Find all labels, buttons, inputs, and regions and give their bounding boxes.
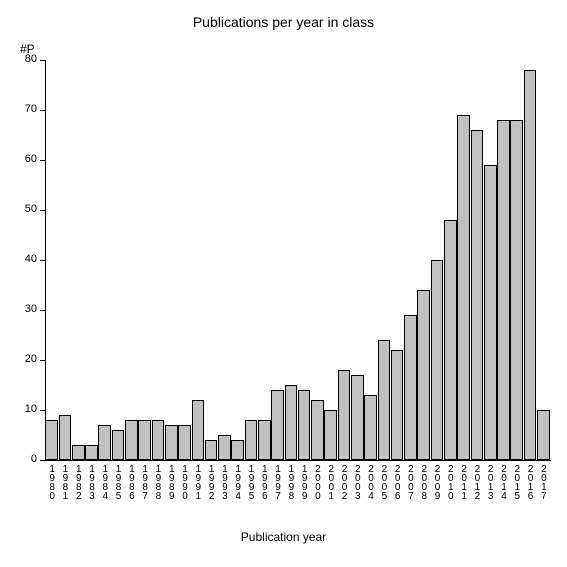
ytick-label: 80 xyxy=(17,53,37,65)
xtick-label: 1995 xyxy=(246,464,256,500)
xtick-label: 2012 xyxy=(472,464,482,500)
bar xyxy=(364,395,377,460)
ytick-label: 60 xyxy=(17,153,37,165)
bar xyxy=(351,375,364,460)
xtick-label: 1989 xyxy=(166,464,176,500)
bar xyxy=(165,425,178,460)
xtick-label: 2013 xyxy=(485,464,495,500)
bar xyxy=(231,440,244,460)
xtick-label: 1987 xyxy=(140,464,150,500)
bar xyxy=(484,165,497,460)
xtick-label: 2014 xyxy=(498,464,508,500)
ytick-mark xyxy=(40,410,45,411)
xtick-label: 2010 xyxy=(445,464,455,500)
chart-container: Publications per year in class #P Public… xyxy=(0,0,567,567)
bar xyxy=(524,70,537,460)
bar xyxy=(417,290,430,460)
xtick-label: 1997 xyxy=(273,464,283,500)
xtick-label: 1993 xyxy=(219,464,229,500)
bar xyxy=(112,430,125,460)
xtick-label: 2004 xyxy=(366,464,376,500)
ytick-label: 40 xyxy=(17,253,37,265)
bar xyxy=(138,420,151,460)
ytick-label: 0 xyxy=(17,453,37,465)
ytick-mark xyxy=(40,360,45,361)
xtick-label: 2016 xyxy=(525,464,535,500)
bar xyxy=(311,400,324,460)
xtick-label: 1980 xyxy=(47,464,57,500)
bar xyxy=(45,420,58,460)
ytick-label: 50 xyxy=(17,203,37,215)
ytick-mark xyxy=(40,460,45,461)
bar xyxy=(85,445,98,460)
bar xyxy=(152,420,165,460)
bar xyxy=(378,340,391,460)
x-axis-label: Publication year xyxy=(0,530,567,544)
ytick-mark xyxy=(40,310,45,311)
xtick-label: 1990 xyxy=(180,464,190,500)
ytick-mark xyxy=(40,60,45,61)
xtick-label: 1999 xyxy=(299,464,309,500)
xtick-label: 1983 xyxy=(87,464,97,500)
bar xyxy=(510,120,523,460)
bar xyxy=(444,220,457,460)
xtick-label: 2017 xyxy=(538,464,548,500)
ytick-label: 30 xyxy=(17,303,37,315)
bar xyxy=(537,410,550,460)
bar xyxy=(324,410,337,460)
bar xyxy=(192,400,205,460)
xtick-label: 1998 xyxy=(286,464,296,500)
xtick-label: 2009 xyxy=(432,464,442,500)
bar xyxy=(298,390,311,460)
bar xyxy=(338,370,351,460)
xtick-label: 2001 xyxy=(326,464,336,500)
bar xyxy=(285,385,298,460)
ytick-mark xyxy=(40,260,45,261)
xtick-label: 2008 xyxy=(419,464,429,500)
xtick-label: 1988 xyxy=(153,464,163,500)
bar xyxy=(125,420,138,460)
xtick-label: 1981 xyxy=(60,464,70,500)
bar xyxy=(271,390,284,460)
bar xyxy=(218,435,231,460)
xtick-label: 1985 xyxy=(113,464,123,500)
xtick-label: 2007 xyxy=(405,464,415,500)
ytick-mark xyxy=(40,160,45,161)
ytick-label: 20 xyxy=(17,353,37,365)
bar xyxy=(431,260,444,460)
bar xyxy=(391,350,404,460)
bar xyxy=(258,420,271,460)
bar xyxy=(205,440,218,460)
bar xyxy=(457,115,470,460)
bar xyxy=(404,315,417,460)
xtick-label: 2003 xyxy=(352,464,362,500)
xtick-label: 1986 xyxy=(126,464,136,500)
xtick-label: 2006 xyxy=(392,464,402,500)
bar xyxy=(98,425,111,460)
bar xyxy=(471,130,484,460)
xtick-label: 1982 xyxy=(73,464,83,500)
xtick-label: 1992 xyxy=(206,464,216,500)
xtick-label: 1984 xyxy=(100,464,110,500)
bar xyxy=(72,445,85,460)
ytick-mark xyxy=(40,110,45,111)
chart-title: Publications per year in class xyxy=(0,14,567,30)
xtick-label: 2005 xyxy=(379,464,389,500)
ytick-label: 70 xyxy=(17,103,37,115)
xtick-label: 2000 xyxy=(312,464,322,500)
bar xyxy=(178,425,191,460)
xtick-label: 1994 xyxy=(233,464,243,500)
bar xyxy=(59,415,72,460)
xtick-label: 2002 xyxy=(339,464,349,500)
bar xyxy=(245,420,258,460)
xtick-label: 2015 xyxy=(512,464,522,500)
xtick-label: 1996 xyxy=(259,464,269,500)
ytick-mark xyxy=(40,210,45,211)
bar xyxy=(497,120,510,460)
xtick-label: 1991 xyxy=(193,464,203,500)
xtick-label: 2011 xyxy=(459,464,469,500)
ytick-label: 10 xyxy=(17,403,37,415)
